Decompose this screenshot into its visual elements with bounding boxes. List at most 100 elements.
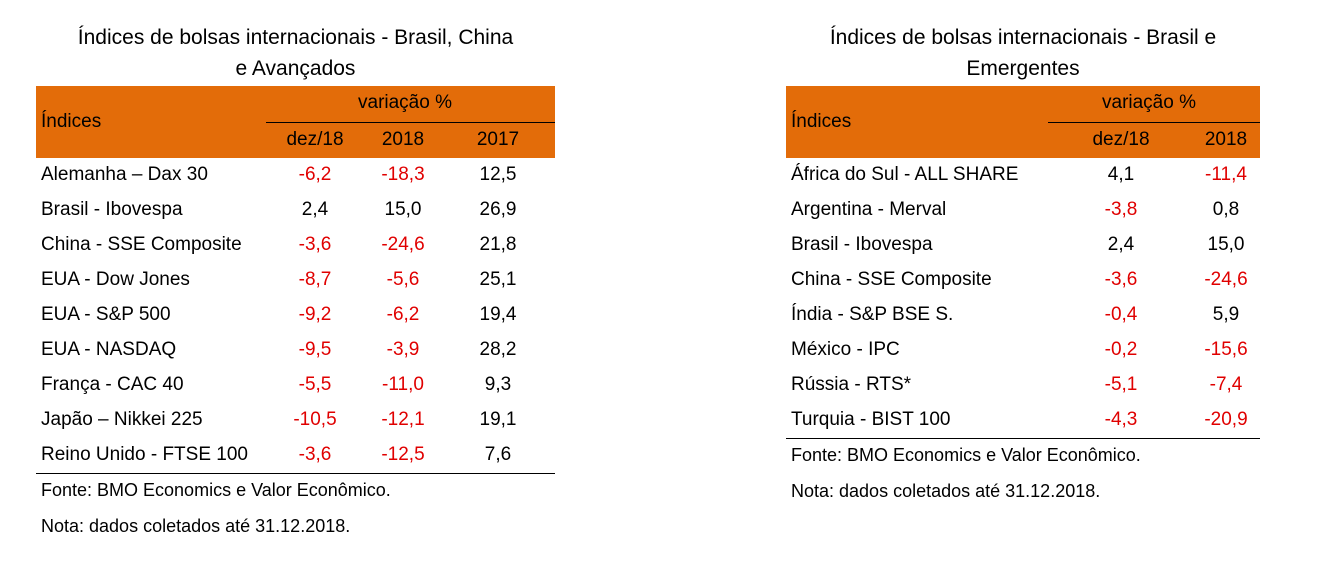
right-header-divider xyxy=(1048,122,1260,123)
right-row-value-dez18: -4,3 xyxy=(1104,409,1138,430)
left-table-header: Índices variação % dez/18 2018 2017 xyxy=(36,86,555,158)
left-table-row: Brasil - Ibovespa 2,4 15,0 26,9 xyxy=(36,193,555,228)
left-row-value-2017: 21,8 xyxy=(479,234,517,255)
left-row-index-name: Japão – Nikkei 225 xyxy=(41,409,203,430)
left-row-value-2017: 12,5 xyxy=(479,164,517,185)
right-row-index-name: Argentina - Merval xyxy=(791,199,947,220)
left-source-note: Fonte: BMO Economics e Valor Econômico. xyxy=(41,480,391,500)
left-row-value-2017: 9,3 xyxy=(484,374,512,395)
left-row-index-name: Reino Unido - FTSE 100 xyxy=(41,444,248,465)
right-header-variation: variação % xyxy=(1102,92,1196,113)
left-col-header-2017: 2017 xyxy=(476,129,520,150)
left-header-variation: variação % xyxy=(358,92,452,113)
right-table-row: Índia - S&P BSE S. -0,4 5,9 xyxy=(786,298,1260,333)
right-table-row: Argentina - Merval -3,8 0,8 xyxy=(786,193,1260,228)
right-row-value-2018: -7,4 xyxy=(1209,374,1243,395)
right-table-row: Rússia - RTS* -5,1 -7,4 xyxy=(786,368,1260,403)
right-row-index-name: Rússia - RTS* xyxy=(791,374,912,395)
left-row-value-2017: 28,2 xyxy=(479,339,517,360)
left-table-title-line2: e Avançados xyxy=(235,57,356,80)
left-row-index-name: China - SSE Composite xyxy=(41,234,242,255)
left-row-index-name: EUA - Dow Jones xyxy=(41,269,190,290)
right-row-value-2018: 5,9 xyxy=(1212,304,1240,325)
left-row-value-dez18: -9,2 xyxy=(298,304,332,325)
left-row-value-2017: 7,6 xyxy=(484,444,512,465)
left-row-value-dez18: -10,5 xyxy=(293,409,337,430)
left-table-row: EUA - S&P 500 -9,2 -6,2 19,4 xyxy=(36,298,555,333)
right-row-value-2018: -11,4 xyxy=(1205,164,1247,185)
right-row-value-dez18: 2,4 xyxy=(1107,234,1135,255)
left-table-title-line1: Índices de bolsas internacionais - Brasi… xyxy=(77,26,514,49)
left-row-value-dez18: -8,7 xyxy=(298,269,332,290)
right-col-header-2018: 2018 xyxy=(1204,129,1248,150)
right-row-value-dez18: -3,8 xyxy=(1104,199,1138,220)
left-row-value-dez18: -3,6 xyxy=(298,444,332,465)
right-table-title-line1: Índices de bolsas internacionais - Brasi… xyxy=(829,26,1217,49)
left-row-value-dez18: -5,5 xyxy=(298,374,332,395)
left-row-index-name: EUA - S&P 500 xyxy=(41,304,171,325)
right-header-label: Índices xyxy=(791,111,852,132)
left-date-note: Nota: dados coletados até 31.12.2018. xyxy=(41,516,351,536)
right-row-index-name: China - SSE Composite xyxy=(791,269,992,290)
right-row-value-2018: 0,8 xyxy=(1212,199,1240,220)
left-row-value-2018: -3,9 xyxy=(386,339,420,360)
right-table-row: México - IPC -0,2 -15,6 xyxy=(786,333,1260,368)
right-source-note: Fonte: BMO Economics e Valor Econômico. xyxy=(791,445,1141,465)
left-row-value-2018: -18,3 xyxy=(381,164,425,185)
right-row-value-2018: 15,0 xyxy=(1207,234,1245,255)
right-date-note: Nota: dados coletados até 31.12.2018. xyxy=(791,481,1101,501)
left-row-value-2018: -12,1 xyxy=(381,409,425,430)
left-table-row: França - CAC 40 -5,5 -11,0 9,3 xyxy=(36,368,555,403)
left-header-divider xyxy=(266,122,555,123)
left-row-index-name: Brasil - Ibovespa xyxy=(41,199,183,220)
right-col-header-dez18: dez/18 xyxy=(1092,129,1150,150)
left-table-row: Alemanha – Dax 30 -6,2 -18,3 12,5 xyxy=(36,158,555,193)
left-row-index-name: EUA - NASDAQ xyxy=(41,339,177,360)
right-table-title-line2: Emergentes xyxy=(966,57,1080,80)
left-row-value-dez18: 2,4 xyxy=(301,199,329,220)
left-row-index-name: Alemanha – Dax 30 xyxy=(41,164,208,185)
left-row-value-2017: 25,1 xyxy=(479,269,517,290)
left-row-value-dez18: -9,5 xyxy=(298,339,332,360)
right-row-value-dez18: -0,2 xyxy=(1104,339,1138,360)
left-col-header-dez18: dez/18 xyxy=(286,129,344,150)
left-row-value-2018: 15,0 xyxy=(384,199,422,220)
right-row-value-2018: -24,6 xyxy=(1204,269,1248,290)
left-table-row: EUA - NASDAQ -9,5 -3,9 28,2 xyxy=(36,333,555,368)
left-header-label: Índices xyxy=(41,111,102,132)
left-row-value-2018: -5,6 xyxy=(386,269,420,290)
right-table-row: Brasil - Ibovespa 2,4 15,0 xyxy=(786,228,1260,263)
right-row-index-name: Turquia - BIST 100 xyxy=(791,409,951,430)
left-table-row: Reino Unido - FTSE 100 -3,6 -12,5 7,6 xyxy=(36,438,555,473)
left-table-row: Japão – Nikkei 225 -10,5 -12,1 19,1 xyxy=(36,403,555,438)
right-row-value-2018: -15,6 xyxy=(1204,339,1248,360)
left-row-value-2018: -6,2 xyxy=(386,304,420,325)
right-table-row: Turquia - BIST 100 -4,3 -20,9 xyxy=(786,403,1260,438)
right-row-value-dez18: -3,6 xyxy=(1104,269,1138,290)
right-row-value-dez18: -5,1 xyxy=(1104,374,1138,395)
left-table-panel: Índices de bolsas internacionais - Brasi… xyxy=(36,22,555,536)
left-row-value-2018: -12,5 xyxy=(381,444,425,465)
left-row-value-dez18: -6,2 xyxy=(298,164,332,185)
left-row-value-2017: 19,4 xyxy=(479,304,517,325)
right-row-index-name: Índia - S&P BSE S. xyxy=(791,304,954,325)
left-table-row: EUA - Dow Jones -8,7 -5,6 25,1 xyxy=(36,263,555,298)
left-table-row: China - SSE Composite -3,6 -24,6 21,8 xyxy=(36,228,555,263)
left-row-value-2018: -11,0 xyxy=(382,374,424,395)
right-table-row: China - SSE Composite -3,6 -24,6 xyxy=(786,263,1260,298)
left-row-value-2017: 19,1 xyxy=(479,409,517,430)
right-row-value-dez18: -0,4 xyxy=(1104,304,1138,325)
left-col-header-2018: 2018 xyxy=(381,129,425,150)
left-row-value-dez18: -3,6 xyxy=(298,234,332,255)
right-table-panel: Índices de bolsas internacionais - Brasi… xyxy=(786,22,1260,501)
left-row-value-2018: -24,6 xyxy=(381,234,425,255)
right-table-header: Índices variação % dez/18 2018 xyxy=(786,86,1260,158)
right-row-value-dez18: 4,1 xyxy=(1107,164,1135,185)
left-table-body: Alemanha – Dax 30 -6,2 -18,3 12,5 Brasil - I… xyxy=(36,158,555,474)
right-row-index-name: Brasil - Ibovespa xyxy=(791,234,933,255)
right-row-index-name: África do Sul - ALL SHARE xyxy=(791,164,1019,185)
left-row-index-name: França - CAC 40 xyxy=(41,374,184,395)
right-row-index-name: México - IPC xyxy=(791,339,900,360)
right-table-row: África do Sul - ALL SHARE 4,1 -11,4 xyxy=(786,158,1260,193)
right-table-body: África do Sul - ALL SHARE 4,1 -11,4 Argenti… xyxy=(786,158,1260,439)
